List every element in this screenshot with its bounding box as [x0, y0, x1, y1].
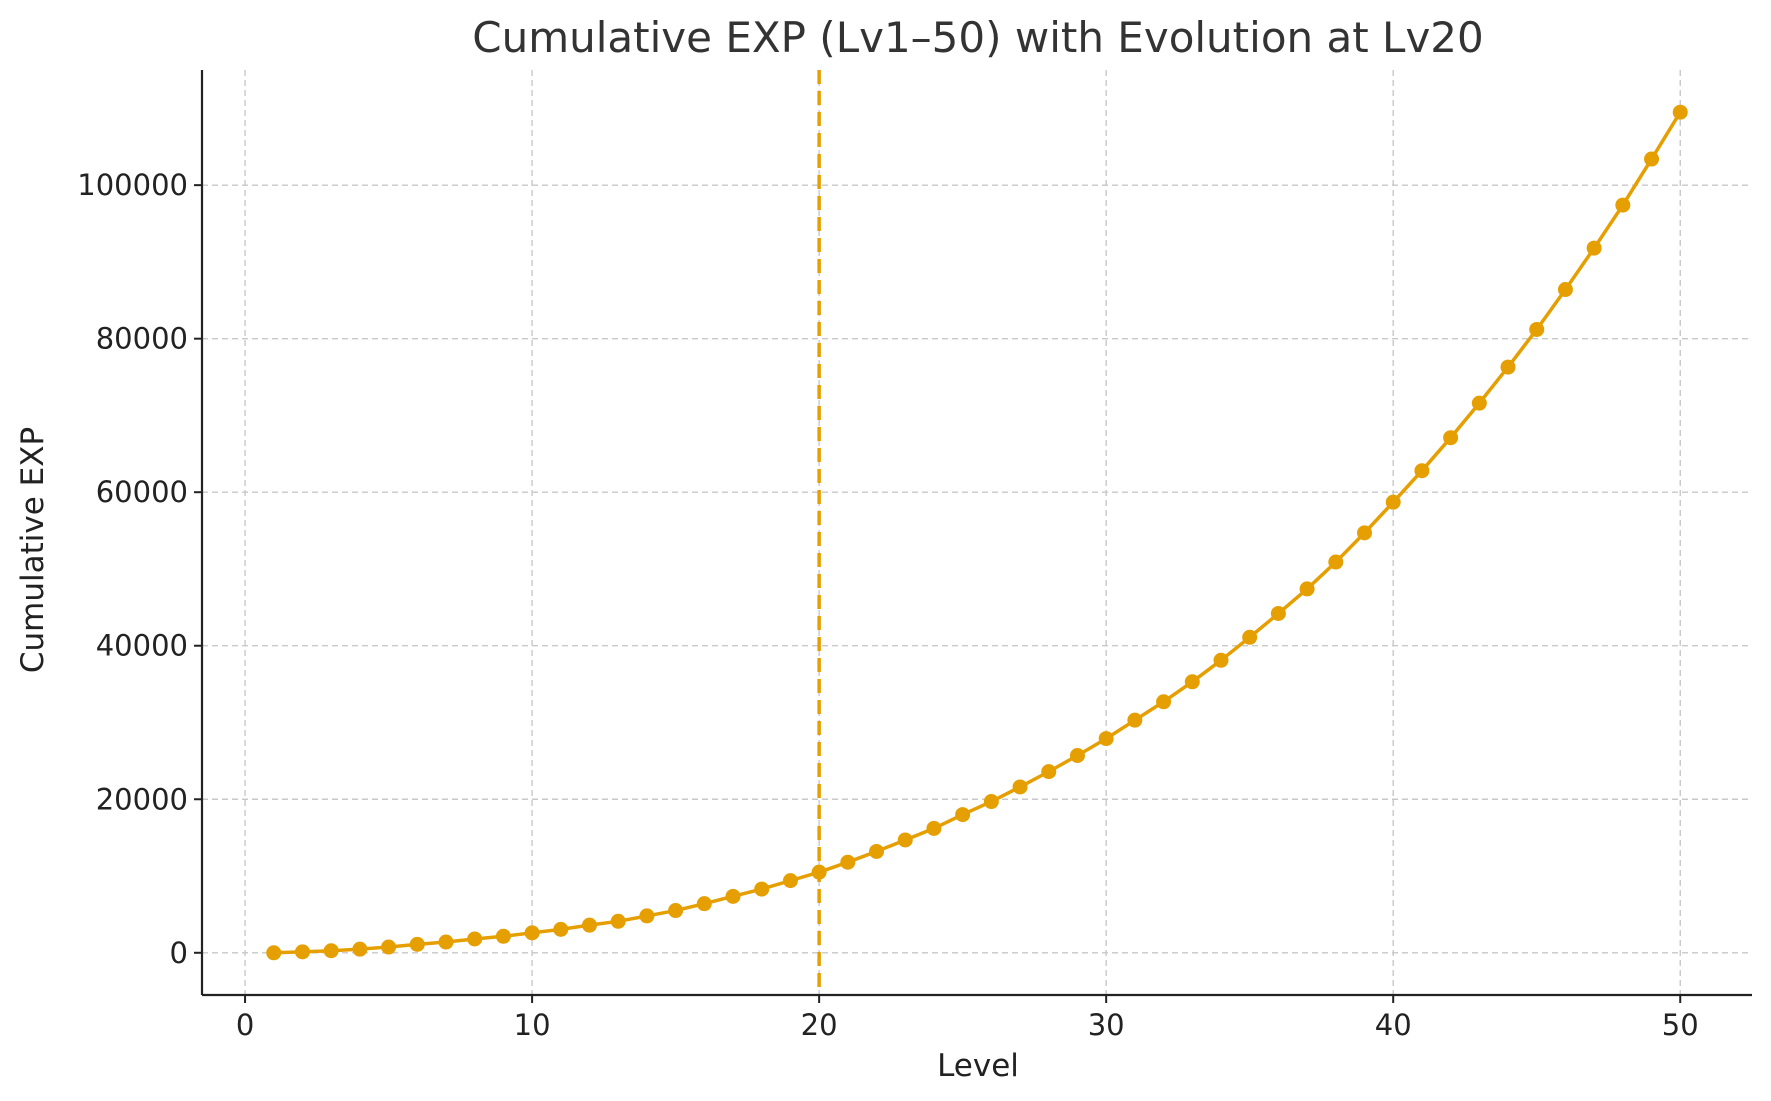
- data-point: [1328, 554, 1344, 570]
- data-point: [524, 925, 540, 941]
- series-layer: [266, 104, 1688, 961]
- data-point: [1213, 652, 1229, 668]
- y-axis-label: Cumulative EXP: [15, 427, 51, 673]
- data-point: [1529, 321, 1545, 337]
- data-point: [1127, 712, 1143, 728]
- data-point: [926, 820, 942, 836]
- y-tick-label: 60000: [96, 475, 188, 509]
- y-tick-label: 80000: [96, 322, 188, 356]
- data-point: [1069, 747, 1085, 763]
- data-point: [409, 936, 425, 952]
- data-point: [1270, 605, 1286, 621]
- data-point: [840, 854, 856, 870]
- data-point: [1242, 629, 1258, 645]
- data-point: [811, 864, 827, 880]
- y-tick-label: 100000: [77, 168, 188, 202]
- ticks-layer: 0 10 20 30 40 50 0 20000 40000 60000 80000 100000: [77, 168, 1698, 1042]
- data-point: [1098, 731, 1114, 747]
- data-point: [1385, 494, 1401, 510]
- data-point: [1672, 104, 1688, 120]
- data-point: [696, 896, 712, 912]
- x-axis-label: Level: [937, 1048, 1019, 1084]
- data-point: [1443, 430, 1459, 446]
- data-point: [1299, 581, 1315, 597]
- data-point: [323, 943, 339, 959]
- y-tick-label: 0: [170, 936, 188, 970]
- data-point: [869, 843, 885, 859]
- x-tick-label: 20: [801, 1008, 838, 1042]
- data-point: [553, 921, 569, 937]
- chart-title: Cumulative EXP (Lv1–50) with Evolution a…: [472, 13, 1484, 62]
- data-point: [381, 939, 397, 955]
- data-point: [266, 945, 282, 961]
- data-point: [1156, 694, 1172, 710]
- data-point: [1041, 764, 1057, 780]
- data-point: [610, 913, 626, 929]
- y-tick-label: 40000: [96, 629, 188, 663]
- y-tick-label: 20000: [96, 782, 188, 816]
- data-point: [1471, 395, 1487, 411]
- data-point: [782, 873, 798, 889]
- x-tick-label: 40: [1375, 1008, 1412, 1042]
- x-tick-label: 30: [1088, 1008, 1125, 1042]
- data-point: [639, 908, 655, 924]
- data-point: [983, 794, 999, 810]
- data-point: [725, 888, 741, 904]
- data-point: [1500, 359, 1516, 375]
- x-tick-label: 10: [514, 1008, 551, 1042]
- data-point: [1357, 525, 1372, 541]
- data-point: [352, 941, 368, 957]
- data-point: [1644, 151, 1660, 167]
- data-point: [438, 934, 454, 950]
- data-point: [1012, 779, 1028, 795]
- data-point: [754, 881, 770, 897]
- x-tick-label: 50: [1662, 1008, 1699, 1042]
- data-point: [294, 944, 310, 960]
- data-point: [668, 903, 684, 919]
- series-line: [273, 111, 1682, 955]
- data-point: [467, 931, 483, 947]
- data-point: [1557, 282, 1573, 298]
- data-point: [1586, 240, 1602, 256]
- grid-layer: [202, 70, 1752, 995]
- x-tick-label: 0: [236, 1008, 254, 1042]
- axes-layer: [200, 70, 1752, 997]
- data-point: [582, 917, 597, 933]
- data-point: [1414, 463, 1430, 479]
- data-point: [897, 832, 913, 848]
- data-point: [1184, 674, 1200, 690]
- data-point: [955, 807, 971, 823]
- data-point: [1615, 197, 1631, 213]
- data-point: [495, 928, 511, 944]
